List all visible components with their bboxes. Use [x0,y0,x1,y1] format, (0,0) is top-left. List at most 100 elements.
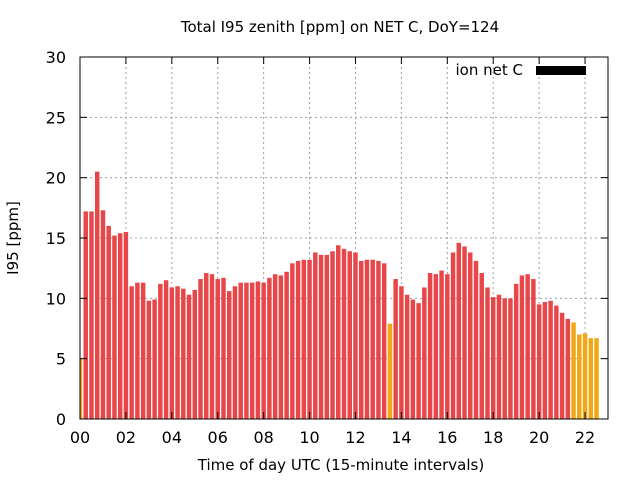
x-axis-title: Time of day UTC (15-minute intervals) [197,456,484,474]
legend: ion net C [456,61,586,79]
bar [554,305,559,419]
bar [519,275,525,419]
y-axis-title: I95 [ppm] [4,201,22,275]
bar [261,282,266,419]
bar [525,274,530,419]
bar [181,288,186,419]
bar [169,287,175,419]
y-tick-label: 25 [46,108,66,127]
bar [89,211,94,419]
bar [594,338,599,419]
bar [146,300,152,419]
bar [445,274,450,419]
bar [387,323,393,419]
bar [204,272,209,419]
x-tick-label: 08 [253,428,273,447]
y-tick-label: 0 [56,410,66,429]
legend-swatch [536,66,586,75]
bar [490,297,496,419]
bar [106,225,111,419]
x-tick-label: 20 [529,428,549,447]
x-tick-label: 10 [299,428,319,447]
y-tick-label: 20 [46,169,66,188]
bar [324,254,330,419]
bar [198,279,203,419]
x-tick-label: 02 [116,428,136,447]
bar [508,298,513,419]
bar [502,298,507,419]
x-tick-label: 22 [575,428,595,447]
bar [588,338,594,419]
bar [267,277,272,419]
bar [364,259,370,419]
bar [226,291,232,419]
bar [433,274,439,419]
x-tick-label: 14 [391,428,411,447]
bar [404,294,410,419]
bar [249,282,255,419]
bar [341,248,347,419]
bar [370,259,375,419]
x-tick-label: 12 [345,428,365,447]
bar [559,312,565,419]
y-tick-label: 5 [56,350,66,369]
bar [571,322,576,419]
bar [577,334,582,419]
bar [427,272,433,419]
bar [381,263,387,419]
bar [462,246,467,419]
bar [175,286,180,419]
bar [416,303,421,419]
bar [456,242,462,419]
bar [129,286,134,419]
bar [536,304,542,419]
bar [336,245,341,419]
bar [468,252,473,419]
bar [215,279,220,419]
y-tick-label: 30 [46,48,66,67]
bar [140,282,146,419]
bar [232,286,238,419]
bar [209,274,215,419]
bar [422,287,427,419]
bar [318,254,324,419]
bar [284,271,289,419]
bar [393,279,398,419]
bar [100,210,106,419]
bar [358,260,364,419]
bar [548,300,553,419]
bar [301,259,307,419]
bar [244,282,249,419]
bar [152,299,157,419]
bar [238,282,243,419]
y-tick-label: 10 [46,289,66,308]
bar [399,286,404,419]
y-tick-label: 15 [46,229,66,248]
bar [565,318,571,419]
chart-title: Total I95 zenith [ppm] on NET C, DoY=124 [180,18,499,36]
bar [80,358,83,419]
bar [123,231,129,419]
bar [582,333,588,419]
bar [496,294,502,419]
bar [542,301,548,419]
bar [313,252,318,419]
axis-ticks: 0 5 10 15 20 25 30 00 02 04 06 08 10 12 14 16 18 20 22 [46,48,608,447]
bar [83,211,88,419]
bar [307,259,312,419]
bar [163,280,169,419]
x-tick-label: 06 [208,428,228,447]
bar [192,289,198,419]
bar [531,279,536,419]
x-tick-label: 16 [437,428,457,447]
bar [135,282,140,419]
bars [80,171,599,419]
bar [347,251,352,419]
bar [255,281,261,419]
bar [272,274,278,419]
bar [158,283,163,419]
bar [94,171,100,419]
bar [278,275,284,419]
bar [513,283,519,419]
